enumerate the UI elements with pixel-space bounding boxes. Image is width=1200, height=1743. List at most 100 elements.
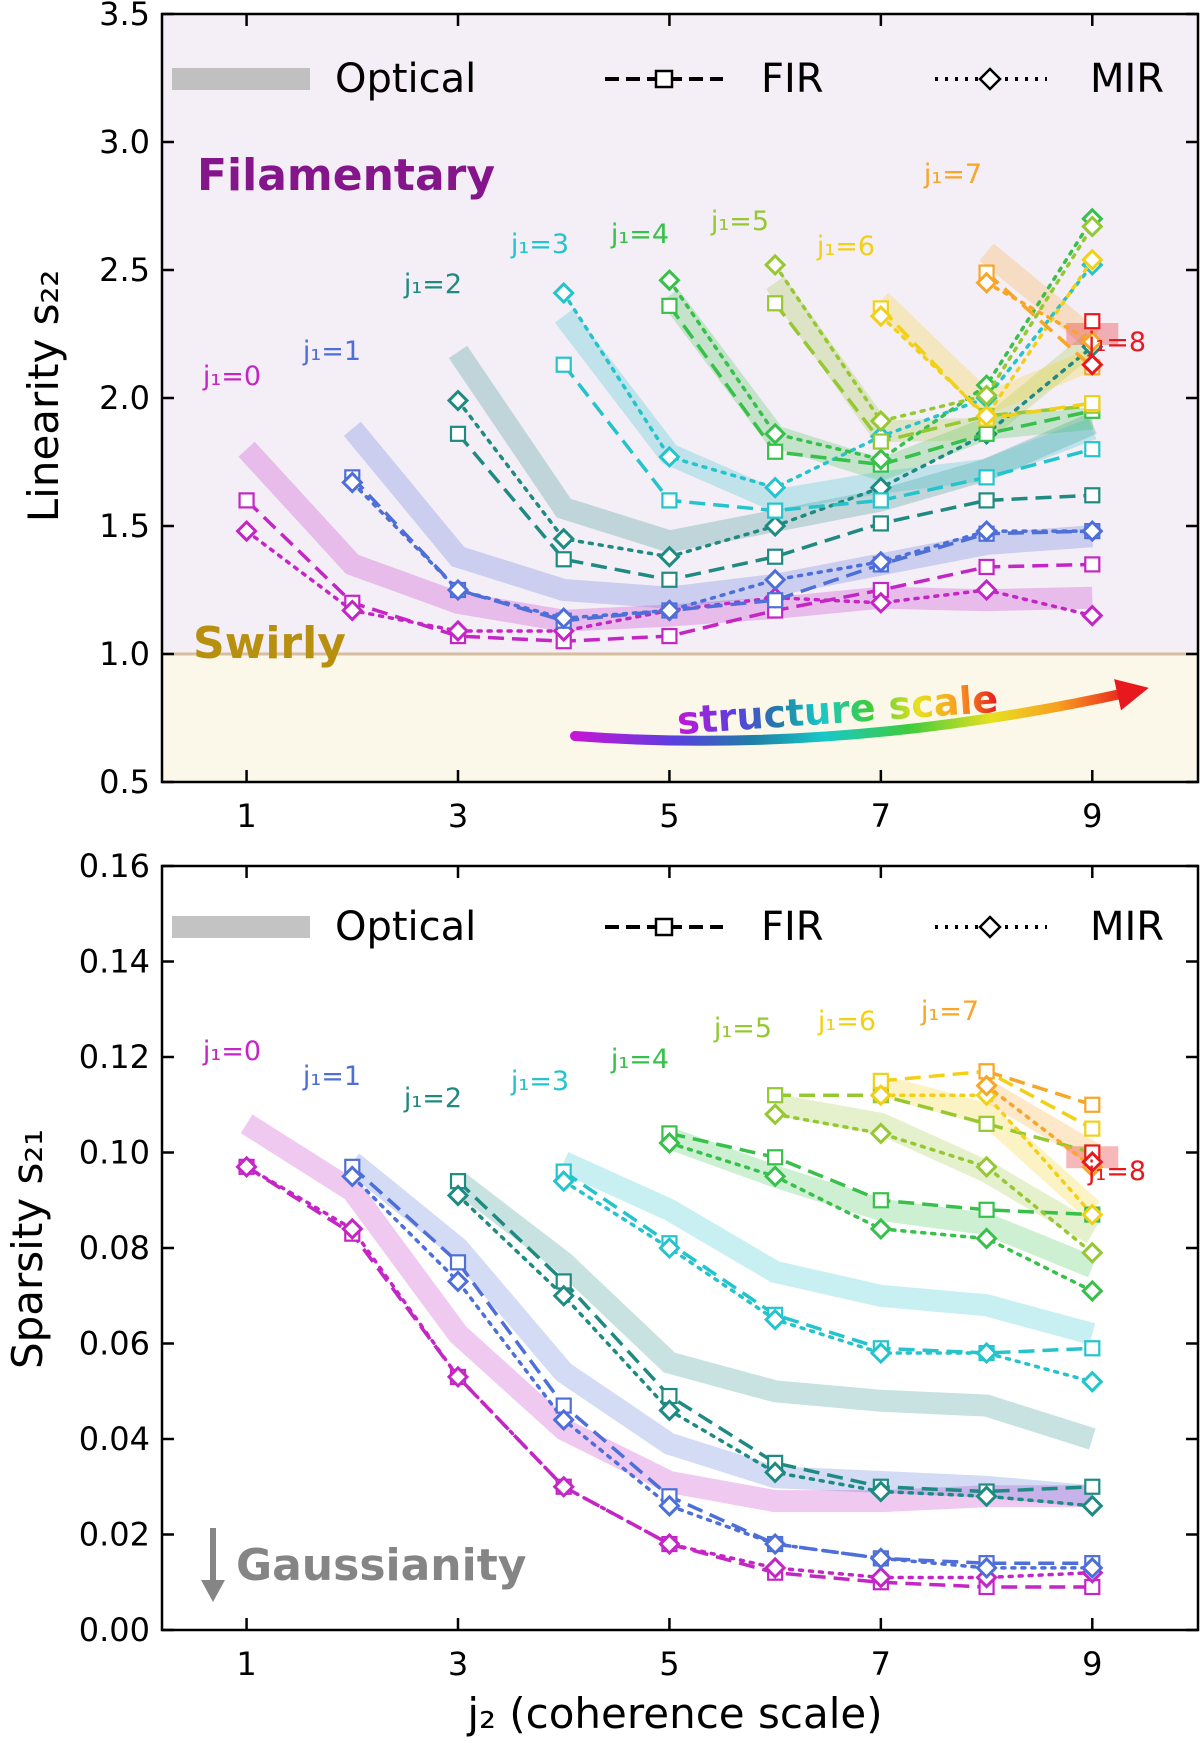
fir-point-j1-3 [767,502,784,519]
mir-point-j1-2 [552,527,575,550]
y-tick-label: 2.5 [99,251,150,289]
mir-point-j1-6 [869,1084,892,1107]
legend-optical-label: Optical [335,56,476,102]
j1-label-5: j₁=5 [710,206,769,237]
optical-band-j1-2 [451,1172,1096,1450]
mir-point-j1-3 [764,476,787,499]
fir-line-j1-5 [775,1093,1093,1155]
mir-point-j1-7 [1081,330,1104,353]
mir-line-j1-7 [984,1083,1095,1169]
j1-label-0: j₁=0 [202,361,261,392]
j1-label-1: j₁=1 [302,336,361,367]
mir-point-j1-5 [1081,215,1104,238]
legend-mir-marker [978,915,1002,939]
mir-point-j1-1 [552,607,575,630]
j1-label-3: j₁=3 [510,229,569,260]
mir-line-j1-7 [984,281,1095,344]
mir-point-j1-6 [1081,1203,1104,1226]
mir-point-j1-1 [658,1494,681,1517]
j1-label-8: j₁=8 [1087,327,1146,358]
swirly-region [162,654,1198,782]
j1-label-4: j₁=4 [610,1044,669,1075]
fir-point-j1-2 [1084,487,1101,504]
mir-point-j1-3 [869,1341,892,1365]
mir-point-j1-0 [446,619,470,643]
mir-point-j1-1 [446,578,470,602]
mir-point-j1-2 [975,1485,998,1508]
mir-point-j1-4 [1081,1279,1104,1303]
y-tick-label: 0.16 [79,847,150,885]
legend-mir-label: MIR [1090,904,1164,950]
fir-line-j1-4 [667,304,1093,467]
filamentary-label: Filamentary [197,150,495,201]
fir-point-j1-0 [1084,556,1101,573]
mir-line-j1-5 [773,224,1095,423]
fir-point-j1-0 [978,558,995,576]
y-tick-label: 2.0 [99,379,150,417]
mir-point-j1-3 [975,1341,998,1365]
swirly-label: Swirly [193,618,346,669]
mir-point-j1-0 [764,1556,787,1580]
j1-label-1: j₁=1 [302,1061,361,1092]
legend-optical-swatch [172,916,310,938]
j1-label-3: j₁=3 [510,1066,569,1097]
x-tick-label: 5 [659,797,679,835]
fir-point-j1-5 [767,295,784,312]
mir-point-j1-5 [764,253,787,277]
legend-optical-label: Optical [335,904,476,950]
x-tick-label: 9 [1082,1645,1102,1683]
legend-mir-marker [978,67,1002,91]
fir-point-j1-3 [1084,1340,1101,1357]
fir-point-j1-2 [555,551,572,568]
mir-line-j1-5 [773,1112,1095,1255]
mir-point-j1-0 [235,519,258,543]
mir-point-j1-3 [552,281,575,305]
mir-point-j1-0 [975,578,998,602]
y-tick-label: 0.08 [79,1229,150,1267]
x-axis-label: j₂ (coherence scale) [466,1689,882,1738]
y-tick-label: 0.5 [99,763,150,801]
legend-optical-swatch [172,68,310,90]
fir-point-j1-4 [978,1201,995,1218]
mir-point-j1-2 [552,1284,575,1307]
mir-line-j1-1 [350,480,1095,620]
y-axis-label: Linearity s₂₂ [19,270,68,522]
y-tick-label: 0.02 [79,1516,150,1554]
legend-mir-label: MIR [1090,56,1164,102]
gaussianity-arrowhead [201,1580,225,1602]
fir-point-j1-3 [555,356,572,373]
mir-point-j1-8 [1081,353,1104,376]
mir-point-j1-3 [658,1236,681,1260]
y-axis-label: Sparsity s₂₁ [3,1129,52,1369]
fir-point-j1-3 [661,492,678,509]
j1-label-6: j₁=6 [816,231,875,262]
mir-point-j1-6 [975,404,998,428]
mir-point-j1-2 [869,1480,892,1503]
fir-line-j1-3 [562,1170,1093,1355]
mir-point-j1-5 [975,1155,998,1178]
fir-point-j1-2 [978,492,995,509]
fir-point-j1-4 [767,443,784,460]
j1-label-6: j₁=6 [817,1006,876,1037]
y-tick-label: 1.0 [99,635,150,673]
mir-point-j1-1 [869,550,892,573]
mir-point-j1-0 [446,1365,470,1389]
mir-point-j1-0 [552,1475,575,1498]
x-tick-label: 9 [1082,797,1102,835]
mir-point-j1-4 [975,1227,998,1250]
mir-point-j1-2 [764,514,787,538]
mir-point-j1-2 [764,1461,787,1484]
mir-point-j1-1 [1081,519,1104,543]
mir-point-j1-2 [446,389,470,412]
fir-point-j1-6 [1084,395,1101,412]
mir-point-j1-1 [552,1408,575,1432]
y-tick-label: 0.04 [79,1420,150,1458]
legend-fir-marker [654,917,674,937]
mir-point-j1-0 [869,1566,892,1589]
mir-point-j1-4 [764,1165,787,1188]
mir-point-j1-0 [658,1532,681,1556]
mir-point-j1-7 [975,271,998,294]
mir-point-j1-1 [869,1547,892,1570]
optical-band-j1-5 [773,1093,1098,1244]
